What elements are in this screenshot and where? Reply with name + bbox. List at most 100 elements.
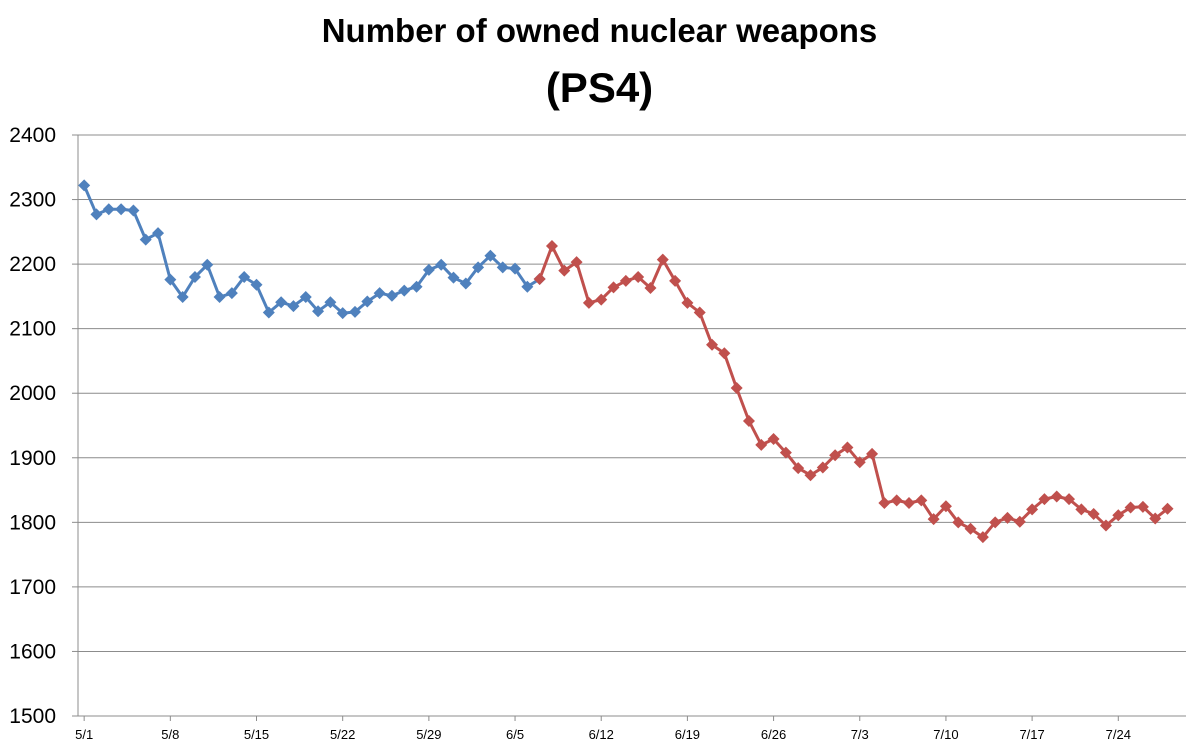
data-point (632, 271, 645, 284)
data-point (545, 240, 558, 253)
data-point (595, 293, 608, 306)
data-point (779, 446, 792, 459)
y-tick-label: 2300 (9, 189, 56, 212)
data-point (1038, 493, 1051, 506)
data-point (607, 281, 620, 294)
data-point (398, 284, 411, 297)
data-point (484, 249, 497, 262)
data-point (496, 261, 509, 274)
data-point (336, 307, 349, 320)
data-point (1161, 502, 1174, 515)
data-point (373, 287, 386, 300)
x-tick-label: 6/5 (506, 727, 524, 742)
data-point (152, 227, 165, 240)
data-point (447, 271, 460, 284)
data-point (644, 281, 657, 294)
data-point (558, 264, 571, 277)
y-tick-label: 2100 (9, 318, 56, 341)
data-point (582, 296, 595, 309)
y-tick-label: 2000 (9, 382, 56, 405)
data-point (693, 306, 706, 319)
y-tick-label: 1500 (9, 705, 56, 728)
y-tick-label: 2400 (9, 124, 56, 147)
x-tick-label: 5/1 (75, 727, 93, 742)
data-point (238, 271, 251, 284)
data-point (656, 253, 669, 266)
data-point (841, 441, 854, 454)
data-point (669, 274, 682, 287)
series-1 (78, 179, 546, 320)
data-point (890, 494, 903, 507)
data-point (706, 338, 719, 351)
data-point (164, 273, 177, 286)
data-point (139, 233, 152, 246)
axes (72, 134, 1186, 721)
data-point (90, 208, 103, 221)
x-tick-label: 6/26 (761, 727, 786, 742)
y-tick-label: 1600 (9, 640, 56, 663)
data-point (459, 277, 472, 290)
data-point (422, 263, 435, 276)
data-point (989, 516, 1002, 529)
data-point (1075, 503, 1088, 516)
data-point (1050, 490, 1063, 503)
data-point (435, 258, 448, 271)
data-point (878, 496, 891, 509)
data-point (102, 203, 115, 216)
data-point (792, 462, 805, 475)
data-point (201, 258, 214, 271)
chart-title: Number of owned nuclear weapons (321, 12, 878, 49)
gridlines (78, 134, 1186, 717)
data-point (1099, 519, 1112, 532)
data-point (1001, 511, 1014, 524)
data-point (1026, 503, 1039, 516)
data-point (349, 305, 361, 318)
data-point (1013, 515, 1026, 528)
data-point (299, 291, 312, 304)
x-tick-labels: 5/1 5/8 5/15 5/22 5/29 6/5 6/12 6/19 6/26 7/3 7/10… (75, 727, 1131, 742)
x-tick-label: 5/15 (244, 727, 269, 742)
data-point (619, 274, 632, 287)
data-point (952, 516, 965, 529)
data-point (1087, 507, 1100, 520)
data-point (927, 513, 940, 526)
data-point (903, 496, 915, 509)
data-point (976, 531, 989, 544)
data-point (78, 179, 91, 192)
x-tick-label: 7/17 (1019, 727, 1044, 742)
data-point (533, 272, 546, 285)
data-point (1112, 509, 1125, 522)
data-point (718, 347, 731, 360)
data-point (521, 280, 534, 293)
data-point (1149, 512, 1162, 525)
x-tick-label: 5/29 (416, 727, 441, 742)
chart-subtitle: (PS4) (545, 64, 654, 111)
data-point (385, 289, 398, 302)
data-point (804, 469, 817, 482)
data-point (1136, 500, 1149, 513)
data-point (767, 433, 780, 446)
data-point (287, 300, 300, 313)
y-tick-label: 1700 (9, 576, 56, 599)
data-point (127, 204, 140, 217)
data-point (1124, 501, 1137, 514)
data-point (730, 382, 743, 395)
data-point (410, 280, 423, 293)
data-point (939, 500, 952, 513)
data-point (361, 295, 374, 308)
series-line (538, 244, 1169, 539)
y-tick-label: 1800 (9, 511, 56, 534)
data-point (262, 306, 275, 319)
data-point (816, 461, 829, 474)
data-point (312, 305, 325, 318)
y-tick-label: 2200 (9, 253, 56, 276)
data-point (681, 296, 694, 309)
data-point (853, 456, 866, 469)
data-point (275, 296, 288, 309)
data-point (225, 287, 238, 300)
data-point (176, 291, 189, 304)
data-point (472, 261, 485, 274)
y-tick-label: 1900 (9, 447, 56, 470)
data-point (324, 296, 337, 309)
